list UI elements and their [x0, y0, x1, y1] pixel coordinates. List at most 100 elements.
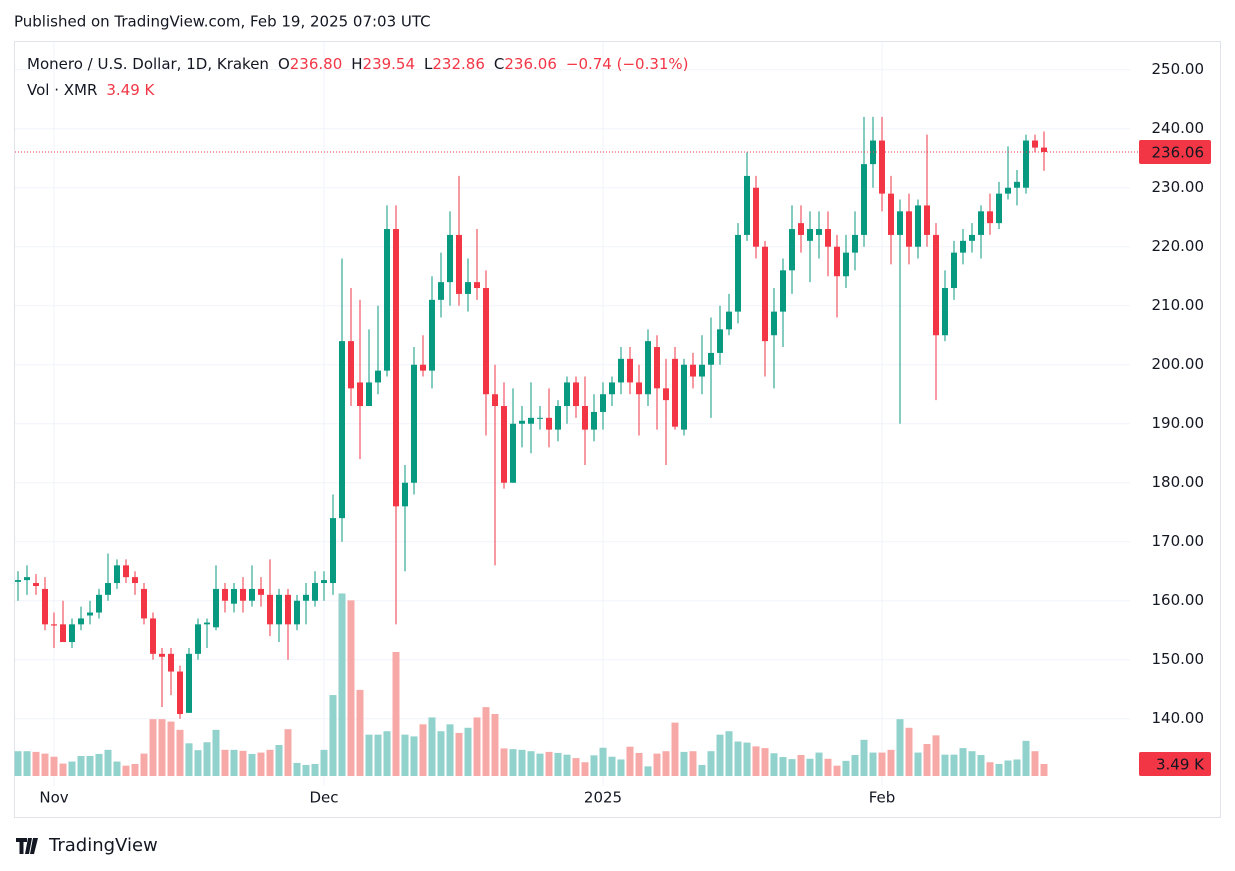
candle-body	[267, 594, 273, 625]
volume-bar	[419, 724, 427, 776]
y-tick-label: 190.00	[1152, 414, 1205, 432]
legend-item: Vol · XMR	[27, 81, 97, 99]
candle-body	[447, 234, 453, 283]
volume-legend: Vol · XMR 3.49 K	[27, 81, 156, 99]
y-tick-label: 200.00	[1152, 355, 1205, 373]
candle-body	[546, 417, 552, 430]
candle-body	[393, 229, 399, 507]
volume-bar	[590, 755, 598, 776]
volume-bar	[581, 762, 589, 776]
volume-bar	[761, 748, 769, 776]
candle-body	[78, 618, 84, 625]
last-price-label: 236.06	[1152, 143, 1205, 161]
candle-body	[1005, 187, 1011, 194]
candle-body	[285, 594, 291, 625]
candle-body	[771, 311, 777, 336]
candle-body	[294, 600, 300, 625]
candle-body	[150, 618, 156, 654]
candle-body	[456, 234, 462, 294]
last-volume-box	[1139, 751, 1211, 776]
candle-body	[501, 406, 507, 483]
legend-item: L	[424, 55, 433, 73]
volume-bar	[221, 749, 229, 776]
candle-body	[411, 364, 417, 483]
volume-bar	[950, 754, 958, 776]
volume-bar	[176, 729, 184, 776]
volume-bar	[482, 707, 490, 776]
volume-bar	[338, 593, 346, 776]
candle-body	[978, 211, 984, 235]
candle-body	[24, 577, 30, 581]
candle-body	[816, 229, 822, 235]
candle-body	[69, 624, 75, 643]
brand-name: TradingView	[48, 835, 158, 856]
volume-bar	[797, 754, 805, 776]
candle-body	[159, 653, 165, 657]
candle-body	[672, 358, 678, 427]
volume-bar	[131, 763, 139, 776]
volume-bar	[23, 751, 31, 776]
volume-bar	[770, 753, 778, 776]
candle-body	[357, 382, 363, 407]
candle-body	[465, 282, 471, 294]
volume-bar	[878, 752, 886, 776]
chart-frame	[14, 41, 1221, 818]
volume-bar	[896, 719, 904, 776]
candle-body	[330, 518, 336, 584]
candle-body	[654, 347, 660, 389]
candle-body	[582, 406, 588, 430]
volume-bar	[437, 731, 445, 776]
candle-body	[573, 382, 579, 407]
volume-bar	[671, 722, 679, 776]
legend-item: H	[351, 55, 362, 73]
volume-bar	[473, 717, 481, 776]
volume-bar	[788, 759, 796, 776]
candle-body	[1014, 181, 1020, 188]
volume-bar	[122, 765, 130, 776]
candle-body	[87, 612, 93, 616]
candle-body	[312, 583, 318, 601]
volume-bar	[716, 734, 724, 776]
volume-bar	[779, 757, 787, 776]
legend-item: 239.54	[363, 55, 416, 73]
brand: TradingView	[16, 835, 158, 856]
candle-body	[591, 411, 597, 430]
volume-bar	[599, 747, 607, 776]
y-tick-label: 140.00	[1152, 709, 1205, 727]
candle-body	[429, 299, 435, 371]
volume-bar	[203, 742, 211, 776]
y-tick-label: 240.00	[1152, 119, 1205, 137]
candle-body	[924, 205, 930, 235]
candle-body	[276, 594, 282, 625]
volume-bar	[968, 751, 976, 776]
volume-bar	[185, 743, 193, 776]
volume-bar	[365, 734, 373, 776]
candle-body	[366, 382, 372, 407]
volume-bar	[824, 758, 832, 776]
volume-bar	[194, 750, 202, 776]
legend-item: −0.74 (−0.31%)	[566, 55, 689, 73]
candle-body	[231, 588, 237, 604]
volume-bar	[320, 749, 328, 776]
volume-bar	[77, 756, 85, 776]
volume-bar	[1004, 760, 1012, 776]
volume-bar	[887, 749, 895, 776]
volume-bar	[536, 753, 544, 776]
volume-bar	[860, 739, 868, 776]
volume-bar	[869, 752, 877, 776]
volume-bar	[725, 731, 733, 776]
volume-bar	[464, 727, 472, 776]
candle-body	[528, 417, 534, 424]
volume-bar	[851, 754, 859, 776]
volume-bar	[545, 751, 553, 776]
volume-bar	[212, 729, 220, 776]
candle-body	[996, 193, 1002, 224]
candle-body	[699, 364, 705, 377]
volume-bar	[1031, 751, 1039, 776]
candle-body	[60, 624, 66, 643]
candle-body	[348, 341, 354, 389]
candle-body	[933, 234, 939, 336]
y-tick-label: 230.00	[1152, 178, 1205, 196]
legend-item: C	[494, 55, 504, 73]
x-tick-label: Nov	[39, 789, 68, 807]
